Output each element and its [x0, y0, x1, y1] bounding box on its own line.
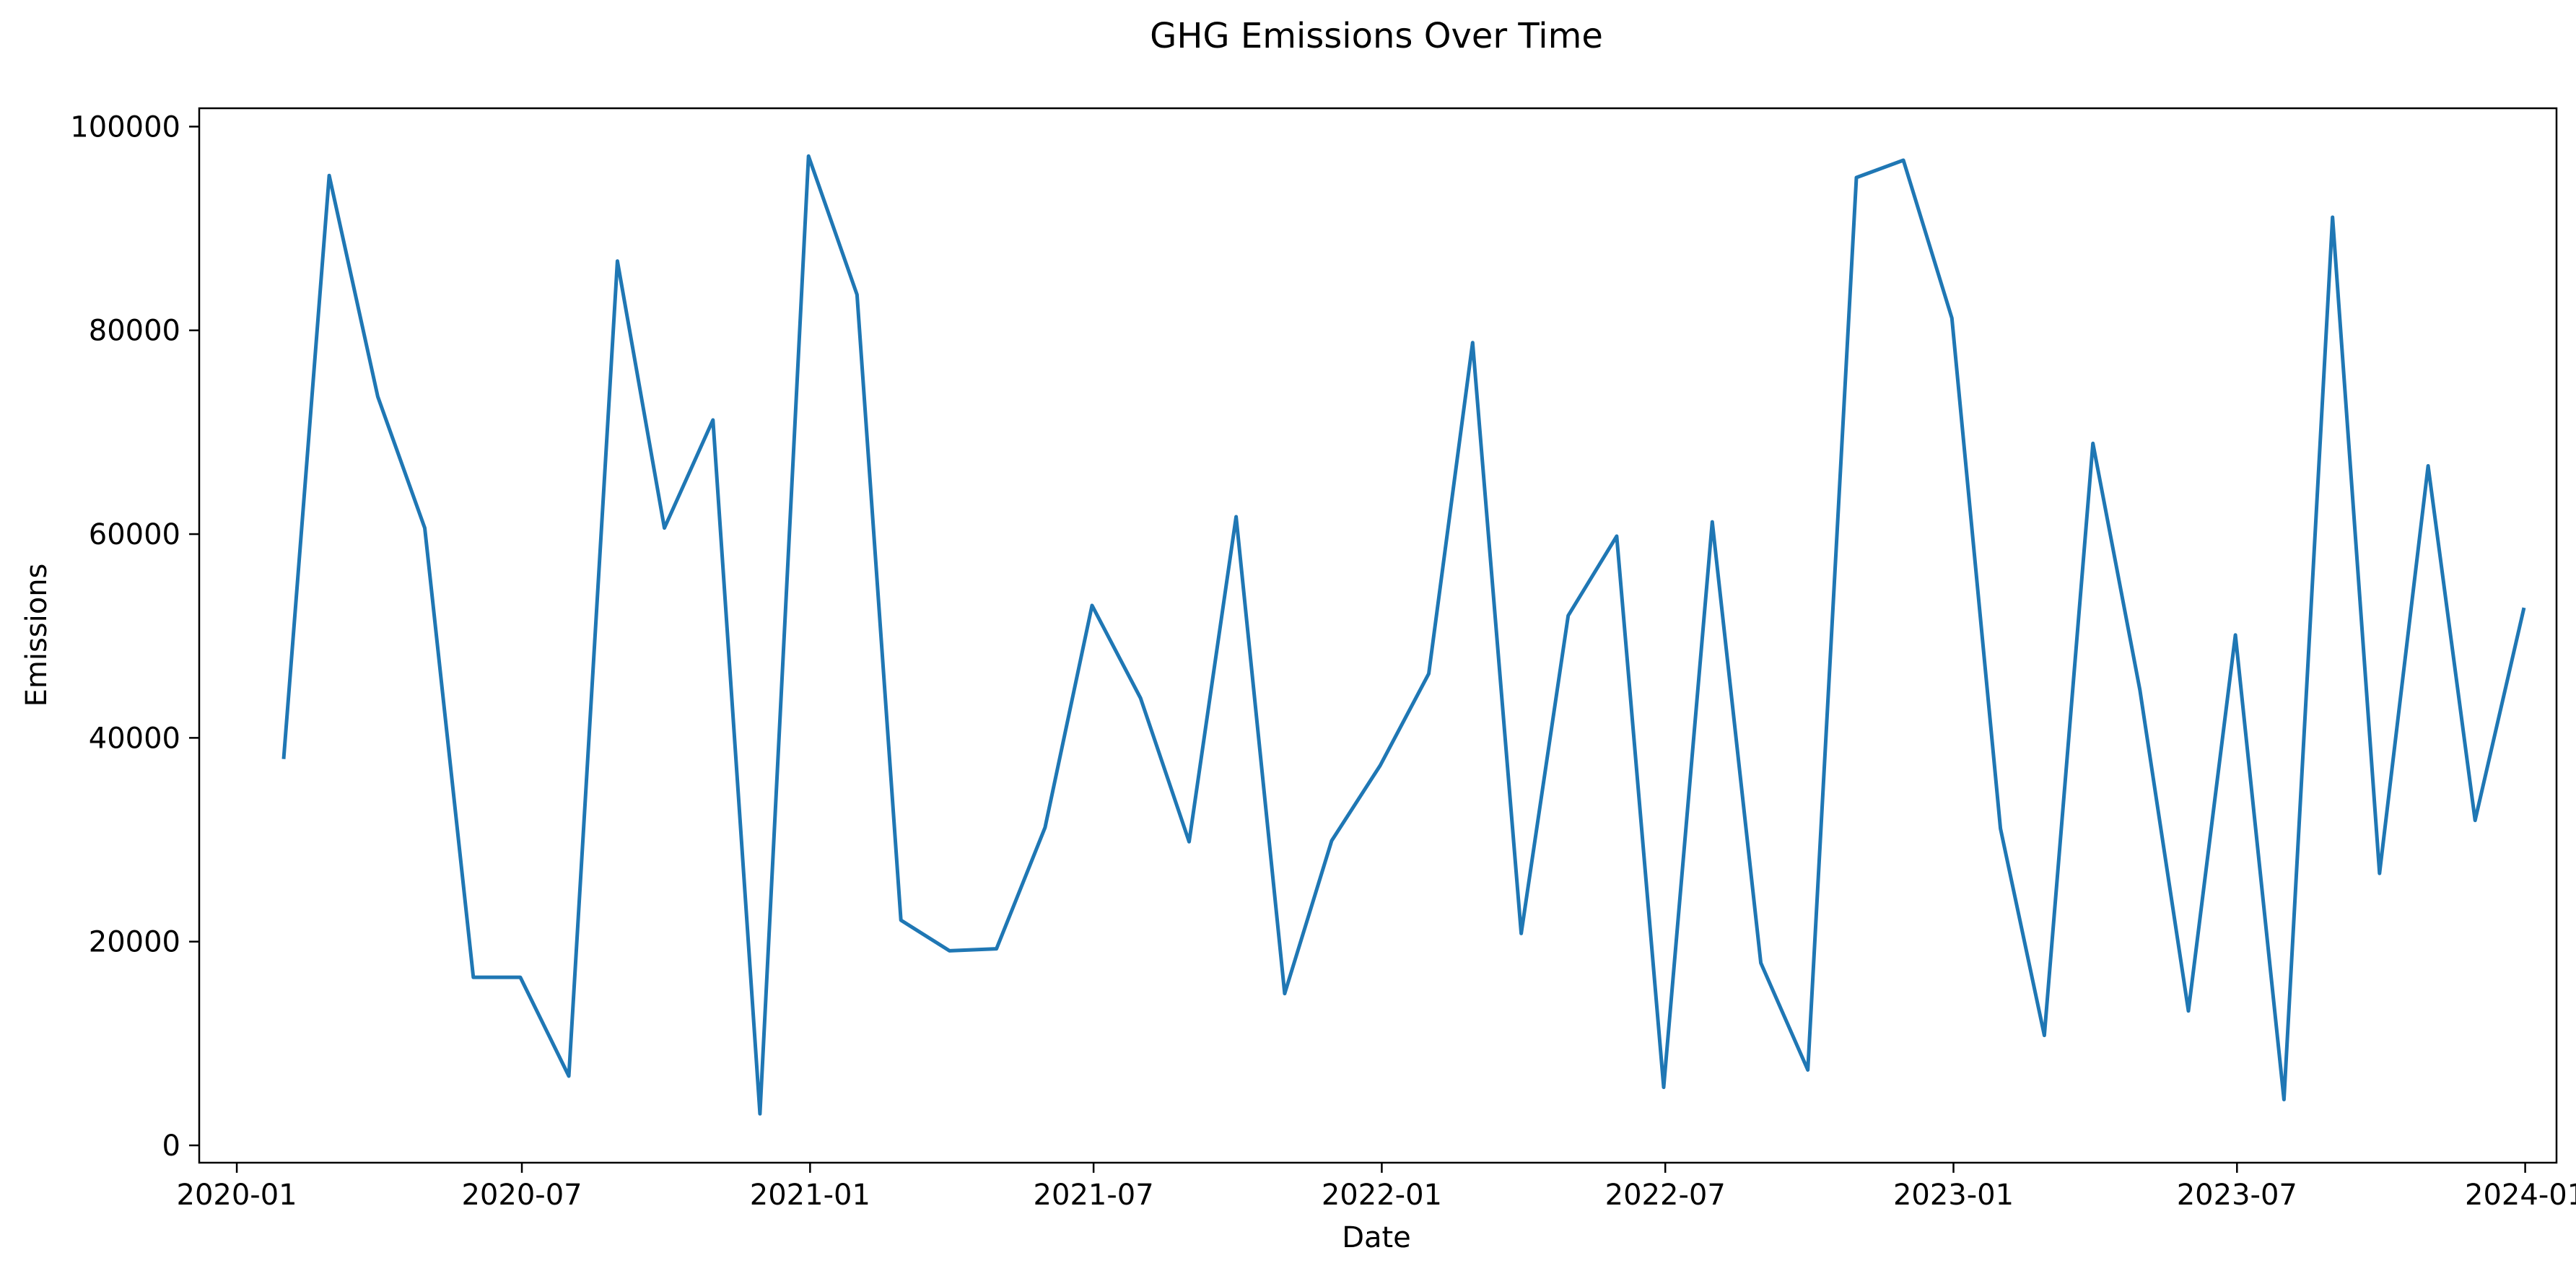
x-tick-label: 2022-07 — [1605, 1179, 1726, 1212]
y-tick-label: 60000 — [89, 518, 180, 551]
x-tick-label: 2023-01 — [1893, 1179, 2014, 1212]
x-tick-label: 2020-01 — [177, 1179, 297, 1212]
x-tick-label: 2022-01 — [1322, 1179, 1442, 1212]
y-tick-label: 0 — [162, 1129, 180, 1163]
series-layer — [281, 154, 2526, 1116]
y-axis-label: Emissions — [20, 564, 53, 707]
emissions-series-line — [281, 154, 2526, 1116]
plot-area — [199, 108, 2557, 1163]
plot-frame — [198, 107, 2558, 1164]
y-tick-label: 40000 — [89, 722, 180, 755]
x-tick-label: 2021-07 — [1034, 1179, 1154, 1212]
x-tick-label: 2024-01 — [2465, 1179, 2576, 1212]
x-tick-label: 2021-01 — [750, 1179, 870, 1212]
y-axis: 0 20000 40000 60000 80000 100000 — [70, 110, 199, 1163]
x-tick-label: 2020-07 — [461, 1179, 582, 1212]
y-tick-label: 80000 — [89, 315, 180, 348]
y-tick-label: 100000 — [70, 110, 180, 144]
x-axis-label: Date — [1342, 1221, 1411, 1254]
chart-title: GHG Emissions Over Time — [1150, 16, 1603, 56]
x-axis: 2020-01 2020-07 2021-01 2021-07 2022-01 2022-… — [177, 1163, 2576, 1212]
y-tick-label: 20000 — [89, 926, 180, 959]
x-tick-label: 2023-07 — [2177, 1179, 2297, 1212]
